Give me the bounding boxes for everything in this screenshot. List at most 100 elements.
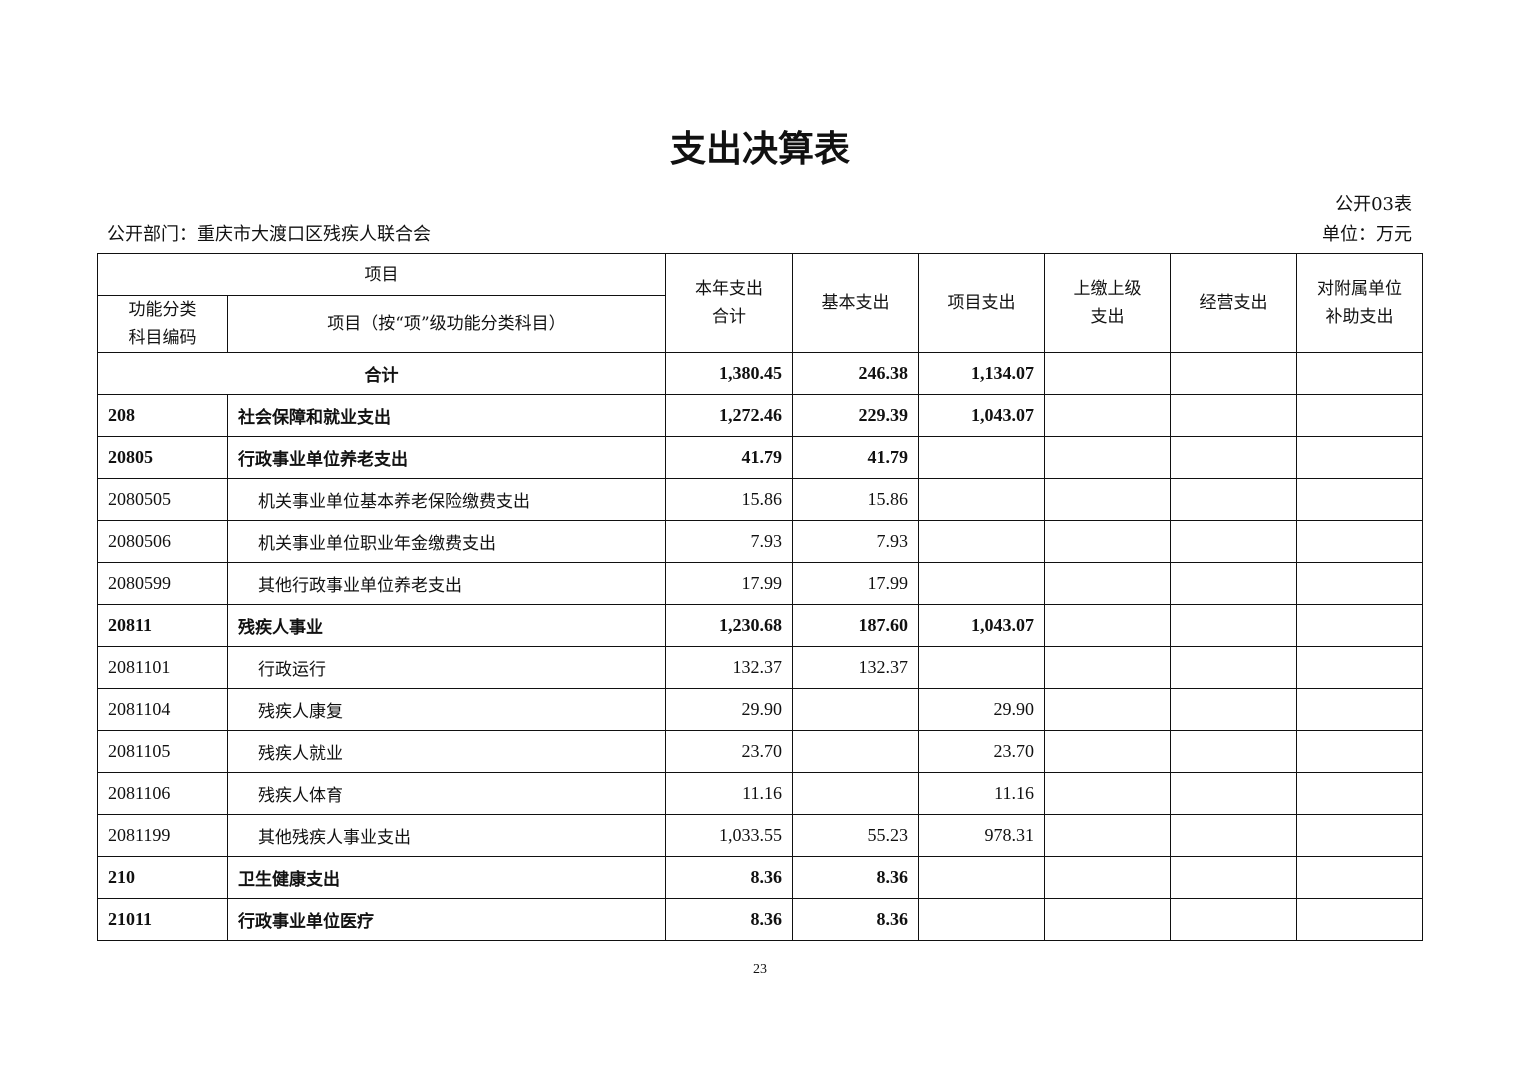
- row-project: [918, 436, 1045, 479]
- row-subsidy: [1296, 814, 1423, 857]
- row-business: [1170, 772, 1297, 815]
- row-basic: 17.99: [792, 562, 919, 605]
- row-code: 2081199: [97, 814, 228, 857]
- table-row: 2081104 残疾人康复 29.90 29.90: [97, 688, 1423, 731]
- row-name: 残疾人体育: [227, 772, 666, 815]
- row-upper: [1044, 394, 1171, 437]
- row-project: [918, 562, 1045, 605]
- table-row: 2081101 行政运行 132.37 132.37: [97, 646, 1423, 689]
- row-business: [1170, 898, 1297, 941]
- row-total: 7.93: [665, 520, 793, 563]
- header-business: 经营支出: [1170, 253, 1297, 353]
- row-basic: 8.36: [792, 856, 919, 899]
- table-row: 210 卫生健康支出 8.36 8.36: [97, 856, 1423, 899]
- row-code: 2080506: [97, 520, 228, 563]
- row-subsidy: [1296, 394, 1423, 437]
- row-subsidy: [1296, 562, 1423, 605]
- row-name: 行政事业单位养老支出: [227, 436, 666, 479]
- row-total: 8.36: [665, 856, 793, 899]
- row-total: 8.36: [665, 898, 793, 941]
- row-project: [918, 898, 1045, 941]
- row-name: 行政运行: [227, 646, 666, 689]
- row-code: 2081105: [97, 730, 228, 773]
- row-total: 17.99: [665, 562, 793, 605]
- row-subsidy: [1296, 688, 1423, 731]
- row-basic: [792, 688, 919, 731]
- row-total: 11.16: [665, 772, 793, 815]
- row-subsidy: [1296, 604, 1423, 647]
- header-total: 本年支出合计: [665, 253, 793, 353]
- row-upper: [1044, 730, 1171, 773]
- table-row: 20805 行政事业单位养老支出 41.79 41.79: [97, 436, 1423, 479]
- row-project: 1,043.07: [918, 394, 1045, 437]
- table-row: 21011 行政事业单位医疗 8.36 8.36: [97, 898, 1423, 941]
- row-business: [1170, 814, 1297, 857]
- row-project: 29.90: [918, 688, 1045, 731]
- row-code: 208: [97, 394, 228, 437]
- row-project: 978.31: [918, 814, 1045, 857]
- row-project: 1,043.07: [918, 604, 1045, 647]
- row-business: [1170, 562, 1297, 605]
- row-project: [918, 646, 1045, 689]
- page-title: 支出决算表: [669, 129, 850, 170]
- table-row: 2080506 机关事业单位职业年金缴费支出 7.93 7.93: [97, 520, 1423, 563]
- row-basic: [792, 772, 919, 815]
- row-business: [1170, 436, 1297, 479]
- row-project: 23.70: [918, 730, 1045, 773]
- row-basic: 132.37: [792, 646, 919, 689]
- row-name: 机关事业单位基本养老保险缴费支出: [227, 478, 666, 521]
- unit: 单位：万元: [1322, 224, 1412, 245]
- table-row: 2081199 其他残疾人事业支出 1,033.55 55.23 978.31: [97, 814, 1423, 857]
- table-row: 208 社会保障和就业支出 1,272.46 229.39 1,043.07: [97, 394, 1423, 437]
- total-subsidy: [1296, 352, 1423, 395]
- total-row: 合计 1,380.45 246.38 1,134.07: [97, 352, 1423, 395]
- header-name: 项目（按“项”级功能分类科目）: [227, 295, 666, 353]
- table-row: 2081106 残疾人体育 11.16 11.16: [97, 772, 1423, 815]
- header-upper: 上缴上级支出: [1044, 253, 1171, 353]
- row-code: 2081106: [97, 772, 228, 815]
- row-subsidy: [1296, 520, 1423, 563]
- row-upper: [1044, 478, 1171, 521]
- row-upper: [1044, 436, 1171, 479]
- row-subsidy: [1296, 478, 1423, 521]
- row-subsidy: [1296, 646, 1423, 689]
- total-total: 1,380.45: [665, 352, 793, 395]
- row-business: [1170, 646, 1297, 689]
- row-name: 其他残疾人事业支出: [227, 814, 666, 857]
- row-basic: 187.60: [792, 604, 919, 647]
- row-total: 1,272.46: [665, 394, 793, 437]
- row-basic: 41.79: [792, 436, 919, 479]
- row-subsidy: [1296, 772, 1423, 815]
- expenditure-table: 项目 本年支出合计 基本支出 项目支出 上缴上级支出 经营支出 对附属单位补助支…: [97, 253, 1423, 941]
- row-basic: 15.86: [792, 478, 919, 521]
- row-upper: [1044, 772, 1171, 815]
- row-code: 20811: [97, 604, 228, 647]
- row-subsidy: [1296, 436, 1423, 479]
- total-label: 合计: [97, 352, 666, 395]
- row-name: 卫生健康支出: [227, 856, 666, 899]
- table-row: 2080599 其他行政事业单位养老支出 17.99 17.99: [97, 562, 1423, 605]
- row-total: 132.37: [665, 646, 793, 689]
- row-name: 机关事业单位职业年金缴费支出: [227, 520, 666, 563]
- row-business: [1170, 688, 1297, 731]
- table-row: 20811 残疾人事业 1,230.68 187.60 1,043.07: [97, 604, 1423, 647]
- row-upper: [1044, 604, 1171, 647]
- header-basic: 基本支出: [792, 253, 919, 353]
- row-name: 残疾人就业: [227, 730, 666, 773]
- table-number: 公开03表: [1335, 194, 1412, 215]
- row-business: [1170, 604, 1297, 647]
- header-item-group: 项目: [97, 253, 666, 296]
- row-subsidy: [1296, 856, 1423, 899]
- row-upper: [1044, 520, 1171, 563]
- row-code: 2081104: [97, 688, 228, 731]
- row-total: 23.70: [665, 730, 793, 773]
- row-name: 残疾人事业: [227, 604, 666, 647]
- row-upper: [1044, 898, 1171, 941]
- row-upper: [1044, 814, 1171, 857]
- total-project: 1,134.07: [918, 352, 1045, 395]
- row-name: 行政事业单位医疗: [227, 898, 666, 941]
- row-upper: [1044, 856, 1171, 899]
- row-subsidy: [1296, 898, 1423, 941]
- row-project: [918, 856, 1045, 899]
- total-business: [1170, 352, 1297, 395]
